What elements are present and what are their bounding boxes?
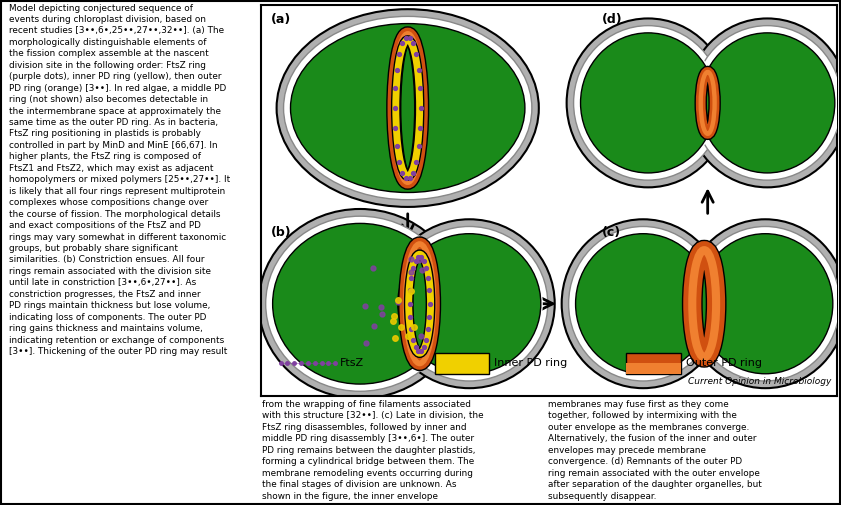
Bar <box>627 364 681 374</box>
Text: (b): (b) <box>271 226 291 239</box>
Ellipse shape <box>562 219 725 388</box>
Ellipse shape <box>580 33 716 173</box>
Ellipse shape <box>283 16 532 199</box>
Ellipse shape <box>574 232 712 376</box>
Ellipse shape <box>696 232 835 376</box>
Ellipse shape <box>684 219 841 388</box>
Ellipse shape <box>271 221 449 386</box>
Ellipse shape <box>272 223 447 384</box>
Ellipse shape <box>685 19 841 187</box>
Ellipse shape <box>290 24 525 192</box>
Ellipse shape <box>579 31 717 175</box>
Ellipse shape <box>398 234 541 374</box>
Ellipse shape <box>567 19 729 187</box>
Ellipse shape <box>288 22 527 194</box>
Text: Current Opinion in Microbiology: Current Opinion in Microbiology <box>689 377 832 386</box>
Ellipse shape <box>700 33 835 173</box>
Ellipse shape <box>266 216 454 391</box>
Text: Outer PD ring: Outer PD ring <box>685 359 762 369</box>
Ellipse shape <box>259 209 462 398</box>
Ellipse shape <box>690 226 840 381</box>
Text: (c): (c) <box>601 226 621 239</box>
Ellipse shape <box>698 234 833 374</box>
Ellipse shape <box>575 234 711 374</box>
Ellipse shape <box>698 31 837 175</box>
Ellipse shape <box>391 226 547 381</box>
Ellipse shape <box>574 26 722 180</box>
Bar <box>435 353 489 374</box>
Ellipse shape <box>396 232 542 376</box>
Text: (d): (d) <box>601 13 622 26</box>
Text: Inner PD ring: Inner PD ring <box>495 359 568 369</box>
Ellipse shape <box>693 26 841 180</box>
Text: membranes may fuse first as they come
together, followed by intermixing with the: membranes may fuse first as they come to… <box>548 400 762 500</box>
Bar <box>627 353 681 374</box>
Ellipse shape <box>569 226 717 381</box>
Ellipse shape <box>277 9 539 207</box>
Text: Model depicting conjectured sequence of
events during chloroplast division, base: Model depicting conjectured sequence of … <box>9 4 230 356</box>
Text: (a): (a) <box>271 13 291 26</box>
Text: FtsZ: FtsZ <box>340 359 364 369</box>
Text: from the wrapping of fine filaments associated
with this structure [32••]. (c) L: from the wrapping of fine filaments asso… <box>262 400 484 500</box>
Ellipse shape <box>383 219 555 388</box>
